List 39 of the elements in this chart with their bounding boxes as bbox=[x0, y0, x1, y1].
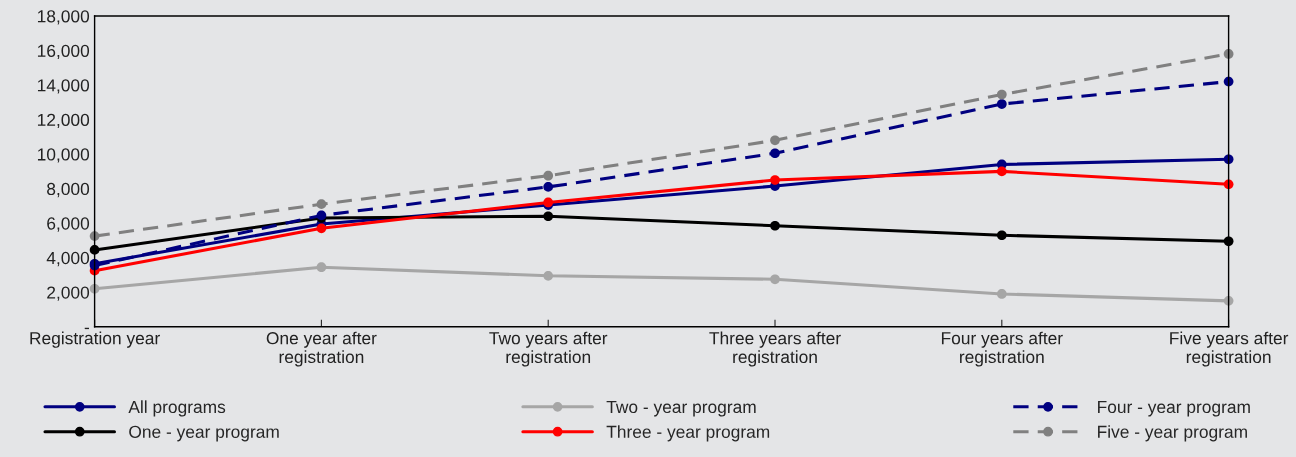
y-tick-label: 14,000 bbox=[37, 79, 90, 94]
legend-label: Two - year program bbox=[606, 400, 756, 417]
x-tick-label: Four years after registration bbox=[941, 331, 1063, 367]
legend-label: All programs bbox=[128, 400, 226, 417]
point bbox=[770, 148, 780, 159]
point bbox=[770, 135, 780, 146]
y-tick-label: 16,000 bbox=[37, 44, 90, 60]
y-tick-label: 6,000 bbox=[47, 217, 90, 232]
y-tick-label: 12,000 bbox=[37, 113, 90, 129]
legend-label: Four - year program bbox=[1098, 400, 1250, 417]
point bbox=[543, 182, 554, 192]
x-tick-label: Five years after registration bbox=[1170, 331, 1289, 367]
y-tick-label: 2,000 bbox=[47, 286, 90, 301]
point bbox=[543, 270, 554, 281]
point bbox=[996, 230, 1007, 241]
y-tick-label: 8,000 bbox=[47, 182, 90, 198]
point bbox=[770, 175, 780, 185]
point bbox=[996, 89, 1007, 100]
point bbox=[316, 199, 327, 210]
point bbox=[316, 262, 327, 273]
x-tick-label: Three years after registration bbox=[709, 331, 841, 367]
x-tick-label: One year after registration bbox=[266, 331, 377, 367]
legend-label: Five - year program bbox=[1098, 425, 1247, 442]
point bbox=[770, 220, 780, 231]
point bbox=[996, 166, 1007, 177]
point bbox=[316, 223, 327, 234]
y-tick-label: 10,000 bbox=[37, 148, 90, 163]
y-tick-label: 18,000 bbox=[37, 10, 90, 25]
y-tick-label: - bbox=[84, 327, 89, 330]
legend-label: One - year program bbox=[129, 425, 279, 442]
point bbox=[996, 289, 1007, 299]
y-tick-label: 4,000 bbox=[46, 251, 90, 267]
x-tick-label: Registration year bbox=[30, 331, 160, 348]
point bbox=[996, 99, 1007, 109]
point bbox=[770, 274, 780, 285]
point bbox=[543, 211, 554, 222]
point bbox=[543, 170, 554, 181]
x-tick-label: Two years after registration bbox=[489, 331, 608, 367]
legend-label: Three - year program bbox=[606, 425, 770, 442]
